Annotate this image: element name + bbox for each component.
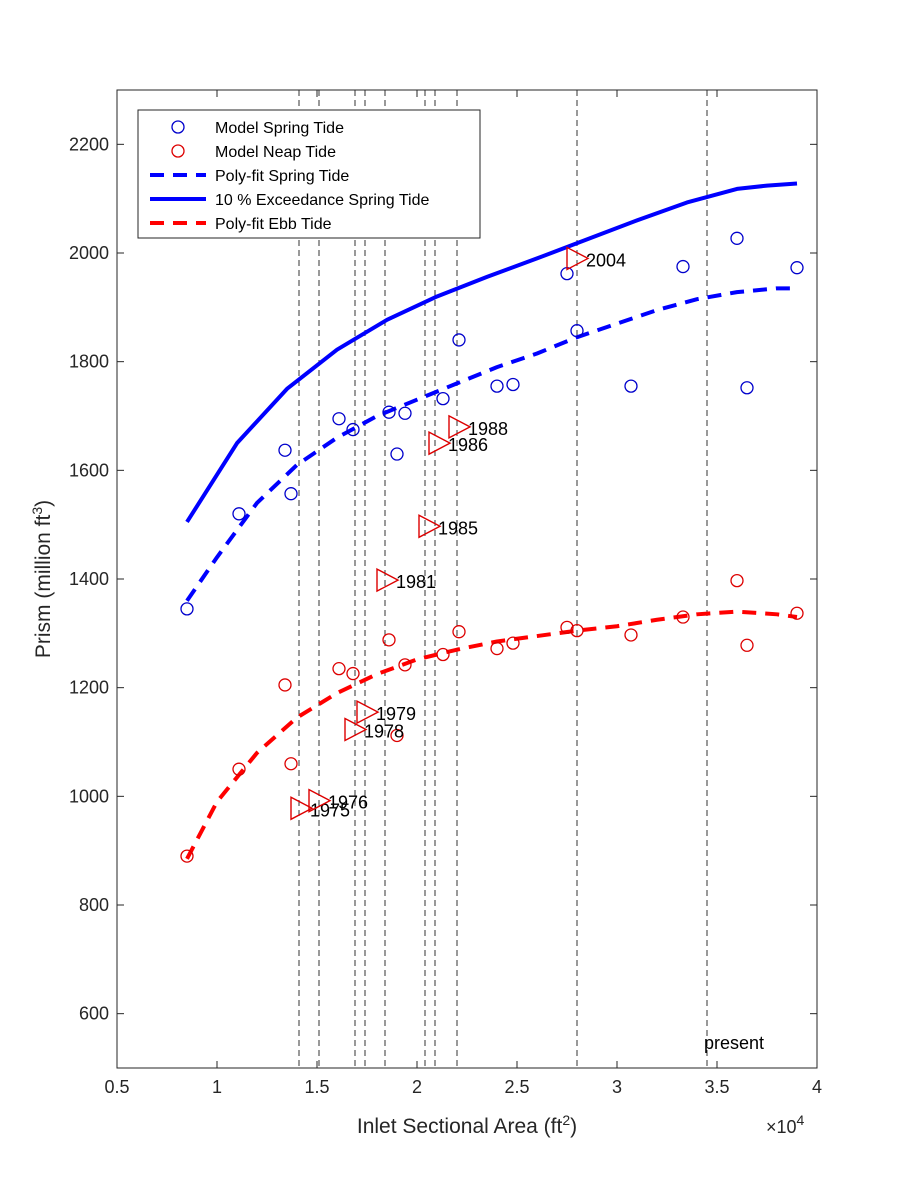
- y-tick-label-1: 800: [79, 895, 109, 915]
- x-tick-label-5: 3: [612, 1077, 622, 1097]
- model-spring-tide-point-7: [390, 447, 404, 461]
- year-label-1978: 1978: [364, 722, 404, 742]
- x-tick-label-6: 3.5: [704, 1077, 729, 1097]
- y-tick-label-2: 1000: [69, 786, 109, 806]
- model-neap-tide-point-6: [382, 633, 396, 647]
- legend-swatch-model-neap-tide: [171, 144, 185, 158]
- plot-area: [117, 90, 817, 1068]
- model-spring-tide-point-2: [278, 443, 292, 457]
- year-marker-1976: [308, 788, 332, 813]
- model-spring-tide-point-17: [730, 231, 744, 245]
- model-spring-tide-point-5: [346, 422, 360, 437]
- model-spring-tide-point-14: [570, 324, 584, 338]
- legend-label-10-exceedance-spring-tide: 10 % Exceedance Spring Tide: [215, 192, 429, 209]
- year-label-1976: 1976: [328, 793, 368, 813]
- year-label-1986: 1986: [448, 435, 488, 455]
- model-spring-tide-point-19: [790, 261, 804, 275]
- y-tick-label-3: 1200: [69, 678, 109, 698]
- x-tick-label-3: 2: [412, 1077, 422, 1097]
- year-label-1985: 1985: [438, 518, 478, 538]
- model-spring-tide-point-10: [452, 333, 466, 347]
- year-marker-1975: [290, 796, 314, 821]
- legend-box: [137, 109, 481, 239]
- x-tick-label-1: 1: [212, 1077, 222, 1097]
- model-neap-tide-point-18: [740, 638, 754, 652]
- model-spring-tide-point-4: [332, 412, 346, 426]
- model-spring-tide-point-11: [490, 379, 504, 393]
- model-neap-tide-point-16: [676, 610, 690, 624]
- year-marker-1988: [448, 414, 472, 440]
- y-axis-title: Prism (million ft3): [29, 500, 55, 658]
- legend-label-poly-fit-spring-tide: Poly-fit Spring Tide: [215, 168, 349, 185]
- x-tick-label-7: 4: [812, 1077, 822, 1097]
- poly-fit-spring-tide-line: [185, 286, 797, 602]
- model-neap-tide-point-10: [452, 625, 466, 639]
- x-axis-title: Inlet Sectional Area (ft2): [357, 1112, 577, 1138]
- model-spring-tide-point-9: [436, 391, 450, 406]
- y-tick-label-4: 1400: [69, 569, 109, 589]
- year-marker-1978: [344, 717, 368, 742]
- model-spring-tide-point-12: [506, 377, 520, 392]
- curves-group: [185, 181, 798, 860]
- model-neap-tide-point-12: [506, 636, 520, 650]
- legend-label-poly-fit-ebb-tide: Poly-fit Ebb Tide: [215, 216, 332, 233]
- model-neap-tide-point-9: [436, 647, 450, 662]
- x-axis-exponent: ×104: [766, 1112, 805, 1137]
- model-spring-tide-point-15: [624, 379, 638, 393]
- model-neap-tide-point-2: [278, 678, 292, 692]
- model-spring-tide-point-18: [740, 381, 754, 395]
- model-neap-tide-point-1: [232, 762, 246, 776]
- year-marker-1986: [428, 431, 452, 456]
- poly-fit-ebb-tide-line: [185, 609, 798, 860]
- model-neap-tide-point-15: [624, 628, 638, 642]
- model-neap-tide-point-0: [180, 849, 194, 863]
- points-group: [180, 231, 804, 863]
- year-marker-1985: [418, 514, 442, 539]
- present-label: present: [704, 1033, 764, 1053]
- year-label-1979: 1979: [376, 704, 416, 724]
- x-tick-label-4: 2.5: [504, 1077, 529, 1097]
- year-label-1988: 1988: [468, 419, 508, 439]
- year-label-2004: 2004: [586, 250, 626, 270]
- y-tick-label-7: 2000: [69, 243, 109, 263]
- model-neap-tide-point-7: [390, 728, 404, 743]
- y-tick-label-0: 600: [79, 1004, 109, 1024]
- legend: Model Spring Tide Model Neap Tide Poly-fit…: [137, 109, 481, 239]
- 10-exceedance-spring-tide-line: [185, 181, 798, 524]
- vertical-lines-group: [298, 90, 708, 1068]
- model-spring-tide-point-8: [398, 406, 412, 420]
- model-neap-tide-point-4: [332, 662, 346, 676]
- ticks-group: 0.5 1 1.5 2 2.5 3 3.5 4 600 800 1000 1200 1400 1600 18…: [69, 90, 822, 1097]
- legend-label-model-spring-tide: Model Spring Tide: [215, 120, 344, 137]
- legend-label-model-neap-tide: Model Neap Tide: [215, 144, 336, 161]
- model-spring-tide-point-0: [180, 602, 194, 616]
- y-tick-label-5: 1600: [69, 460, 109, 480]
- model-neap-tide-point-19: [790, 606, 804, 620]
- model-neap-tide-point-5: [346, 666, 360, 681]
- x-tick-label-0: 0.5: [104, 1077, 129, 1097]
- model-spring-tide-point-6: [382, 405, 396, 419]
- model-spring-tide-point-3: [284, 487, 298, 501]
- model-neap-tide-point-13: [560, 620, 574, 635]
- y-tick-label-8: 2200: [69, 134, 109, 154]
- year-marker-2004: [566, 246, 590, 271]
- model-neap-tide-point-11: [490, 641, 504, 656]
- legend-swatch-model-spring-tide: [171, 120, 185, 134]
- model-neap-tide-point-17: [730, 573, 744, 588]
- year-label-1981: 1981: [396, 572, 436, 592]
- year-marker-1979: [356, 699, 380, 725]
- model-spring-tide-point-1: [232, 507, 246, 521]
- year-marker-1981: [376, 567, 400, 593]
- y-tick-label-6: 1800: [69, 352, 109, 372]
- x-tick-label-2: 1.5: [304, 1077, 329, 1097]
- model-neap-tide-point-14: [570, 623, 584, 638]
- model-neap-tide-point-8: [398, 658, 412, 672]
- model-neap-tide-point-3: [284, 757, 298, 771]
- model-spring-tide-point-16: [676, 259, 690, 274]
